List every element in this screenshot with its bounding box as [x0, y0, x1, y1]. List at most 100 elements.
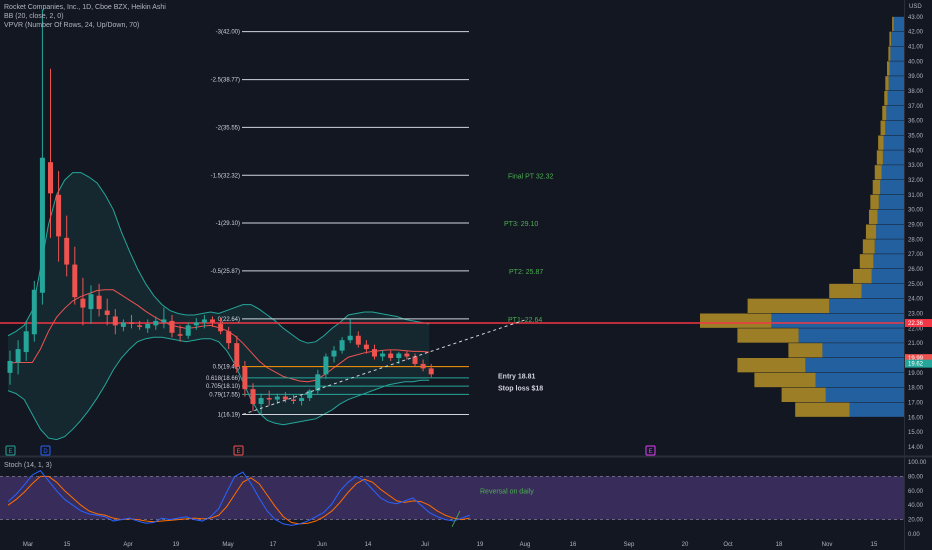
- candle-body: [226, 331, 232, 344]
- time-axis-tick: Sep: [624, 542, 635, 548]
- candle-body: [31, 289, 37, 335]
- vpvr-up-bar: [882, 150, 904, 165]
- vpvr-indicator-label[interactable]: VPVR (Number Of Rows, 24, Up/Down, 70): [4, 22, 140, 29]
- vpvr-down-bar: [884, 91, 888, 106]
- candle-body: [48, 162, 53, 194]
- candle-body: [315, 374, 321, 391]
- vpvr-down-bar: [737, 358, 806, 373]
- vpvr-up-bar: [886, 105, 904, 121]
- price-axis-tick: 16.00: [908, 415, 924, 421]
- time-axis-tick: Jul: [421, 542, 429, 548]
- candle-body: [15, 349, 21, 363]
- price-axis-tick: 34.00: [908, 148, 924, 154]
- candle-body: [274, 396, 280, 400]
- time-axis-tick: Oct: [723, 542, 733, 548]
- candle-body: [161, 319, 167, 323]
- candle-body: [282, 396, 288, 400]
- vpvr-up-bar: [887, 91, 904, 106]
- time-axis-tick: Jun: [317, 542, 327, 548]
- price-axis-tick: 42.00: [908, 30, 924, 36]
- time-axis-tick: 15: [64, 542, 71, 548]
- vpvr-up-bar: [889, 61, 904, 76]
- event-marker-box: [233, 445, 244, 456]
- vpvr-down-bar: [754, 372, 816, 388]
- event-marker-box: [5, 445, 16, 456]
- vpvr-down-bar: [876, 150, 883, 165]
- fib-level-label: 0.618(18.66): [206, 376, 240, 382]
- candle-body: [339, 340, 345, 351]
- vpvr-down-bar: [878, 135, 884, 150]
- price-tag-label: 19.99: [908, 356, 924, 362]
- fib-level-label: 0.79(17.55): [209, 392, 240, 398]
- price-tag-label: 22.36: [908, 321, 924, 327]
- candle-body: [363, 344, 369, 350]
- event-marker-label: E: [648, 449, 652, 455]
- vpvr-down-bar: [889, 31, 892, 46]
- candle-body: [266, 398, 272, 400]
- candle-body: [420, 363, 426, 369]
- vpvr-up-bar: [876, 224, 904, 239]
- candle-body: [412, 356, 418, 364]
- price-axis-tick: 39.00: [908, 74, 924, 80]
- vpvr-down-bar: [872, 180, 881, 195]
- time-axis-tick: Apr: [123, 542, 132, 548]
- fib-level-label: -2.5(38.77): [211, 78, 240, 84]
- price-axis-tick: 15.00: [908, 430, 924, 436]
- candle-body: [210, 319, 215, 323]
- bb-indicator-label[interactable]: BB (20, close, 2, 0): [4, 13, 64, 20]
- candle-body: [177, 334, 183, 336]
- vpvr-up-bar: [798, 328, 904, 343]
- vpvr-up-bar: [880, 180, 904, 195]
- vpvr-down-bar: [880, 120, 886, 135]
- stoch-arrow: [451, 510, 461, 527]
- vpvr-down-bar: [862, 239, 875, 254]
- candle-body: [201, 319, 207, 323]
- vpvr-down-bar: [700, 313, 772, 328]
- vpvr-up-bar: [883, 135, 904, 150]
- vpvr-up-bar: [815, 372, 904, 388]
- stoch-axis-tick: 40.00: [908, 503, 924, 509]
- time-axis-tick: 15: [871, 542, 878, 548]
- price-axis-tick: 41.00: [908, 45, 924, 51]
- stoch-indicator-label[interactable]: Stoch (14, 1, 3): [4, 462, 52, 469]
- event-marker-label: E: [8, 449, 12, 455]
- candle-body: [120, 322, 126, 327]
- time-axis-tick: 14: [365, 542, 372, 548]
- vpvr-up-bar: [888, 76, 904, 91]
- vpvr-down-bar: [885, 76, 889, 91]
- candle-body: [137, 325, 143, 327]
- candle-body: [80, 298, 86, 308]
- price-axis-tick: 26.00: [908, 267, 924, 273]
- vpvr-down-bar: [859, 254, 874, 269]
- vpvr-down-bar: [795, 402, 850, 417]
- time-axis-tick: 19: [477, 542, 484, 548]
- candle-body: [64, 237, 70, 265]
- vpvr-up-bar: [805, 358, 904, 373]
- trendline: [242, 318, 527, 415]
- candle-body: [7, 360, 13, 373]
- stoch-axis-tick: 60.00: [908, 489, 924, 495]
- candle-body: [112, 316, 118, 326]
- vpvr-down-bar: [781, 387, 826, 402]
- vpvr-up-bar: [877, 209, 904, 224]
- stoch-axis-tick: 80.00: [908, 474, 924, 480]
- fib-level-label: -1(29.10): [216, 221, 240, 227]
- price-axis-tick: 21.00: [908, 341, 924, 347]
- annotation-label: Entry 18.81: [498, 374, 535, 381]
- annotation-label: Stop loss $18: [498, 386, 543, 393]
- stoch-axis-tick: 0.00: [908, 532, 920, 538]
- candle-body: [388, 353, 394, 358]
- vpvr-up-bar: [829, 298, 904, 313]
- candle-body: [88, 294, 94, 310]
- candle-body: [331, 350, 337, 357]
- candle-body: [23, 331, 29, 353]
- time-axis-tick: 18: [776, 542, 783, 548]
- annotation-label: Final PT 32.32: [508, 173, 554, 180]
- price-axis-tick: 37.00: [908, 104, 924, 110]
- price-axis-tick: 31.00: [908, 193, 924, 199]
- candle-body: [72, 264, 78, 298]
- candle-body: [347, 335, 353, 341]
- event-marker-label: E: [236, 449, 240, 455]
- vpvr-up-bar: [771, 313, 904, 328]
